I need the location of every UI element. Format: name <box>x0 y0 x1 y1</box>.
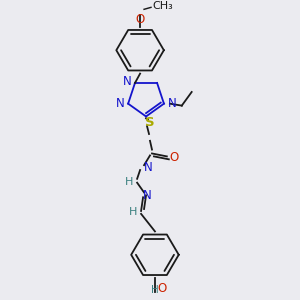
Text: H: H <box>129 207 137 217</box>
Text: N: N <box>143 189 152 202</box>
Text: N: N <box>144 160 153 174</box>
Text: N: N <box>123 74 131 88</box>
Text: H: H <box>151 285 159 295</box>
Text: CH₃: CH₃ <box>152 2 173 11</box>
Text: N: N <box>167 97 176 110</box>
Text: H: H <box>125 177 134 187</box>
Text: O: O <box>169 151 178 164</box>
Text: O: O <box>157 282 166 296</box>
Text: N: N <box>116 97 124 110</box>
Text: O: O <box>136 13 145 26</box>
Text: S: S <box>145 116 155 129</box>
